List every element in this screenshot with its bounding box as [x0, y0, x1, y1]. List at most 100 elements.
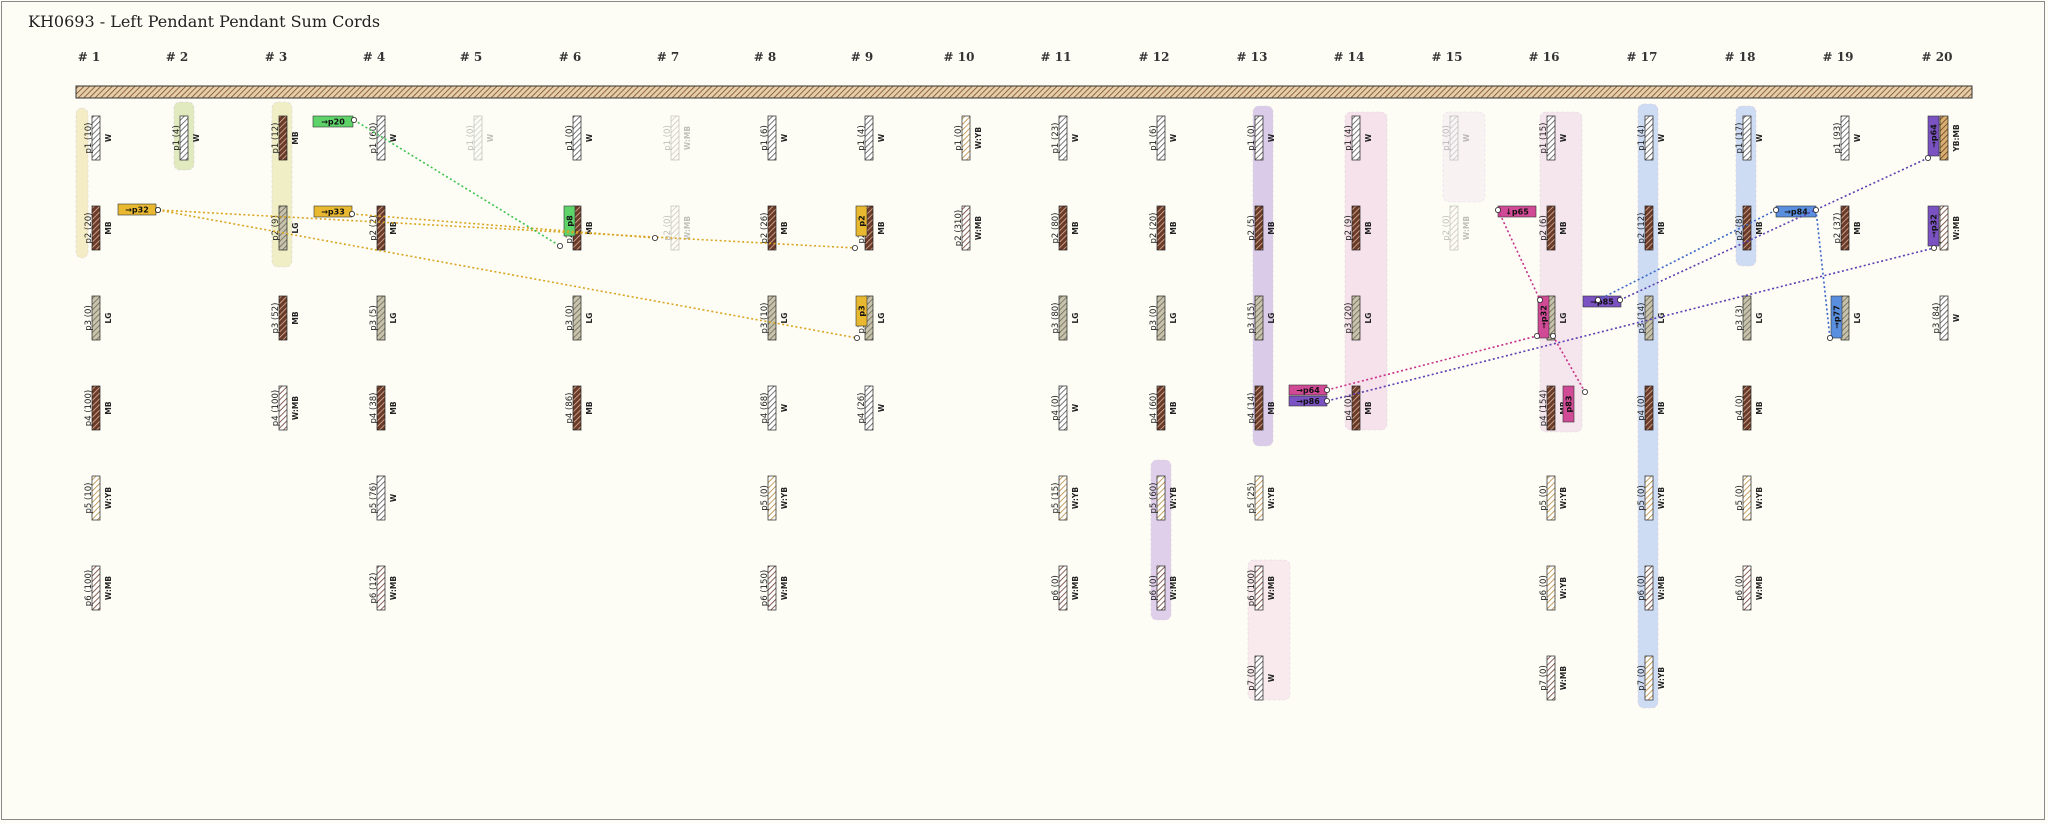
pendant-label: p3 (14) — [1637, 303, 1647, 334]
pendant-label: p2 (5) — [1247, 215, 1257, 241]
cord-header: # 4 — [363, 50, 386, 64]
pendant-strand — [670, 115, 680, 161]
pendant-cord: p1 (0) W — [1442, 115, 1471, 161]
sum-tag-label: p2 — [858, 215, 867, 226]
pendant-strand — [91, 205, 101, 251]
sum-tag-label: p83 — [1565, 396, 1574, 413]
pendant-label: p2 (20) — [84, 213, 94, 244]
sum-tag: →p32 — [1537, 295, 1550, 339]
sum-tag: →p64 — [1927, 115, 1940, 157]
pendant-strand — [1254, 205, 1264, 251]
pendant-color-label: W — [1952, 313, 1961, 322]
pendant-color-label: MB — [1364, 401, 1373, 414]
pendant-strand — [473, 115, 483, 161]
cord-header: # 18 — [1725, 50, 1756, 64]
pendant-cord: p5 (0) W:YB — [1637, 475, 1666, 521]
pendant-cord: p3 (10) LG — [760, 295, 789, 341]
pendant-cord: p1 (93) W — [1833, 115, 1862, 161]
pendant-cord: p4 (0) MB — [1344, 385, 1373, 431]
pendant-color-label: LG — [104, 313, 113, 324]
pendant-color-label: W:MB — [291, 396, 300, 421]
pendant-color-label: W — [1462, 133, 1471, 142]
pendant-label: p3 (20) — [1344, 303, 1354, 334]
pendant-cord: p1 (12) MB — [271, 115, 300, 161]
pendant-label: p6 (0) — [1051, 575, 1061, 601]
pendant-cord: p4 (68) W — [760, 385, 789, 431]
sum-tag: p8 — [563, 205, 576, 237]
pendant-strand — [1058, 115, 1068, 161]
pendant-cord: p5 (25) W:YB — [1247, 475, 1276, 521]
sum-tag-box — [1927, 115, 1940, 157]
pendant-cord: p7 (0) W:YB — [1637, 655, 1666, 701]
pendant-color-label: LG — [1559, 313, 1568, 324]
pendant-color-label: W:YB — [780, 487, 789, 509]
pendant-label: p4 (60) — [1149, 393, 1159, 424]
pendant-color-label: LG — [780, 313, 789, 324]
pendant-strand — [91, 115, 101, 161]
pendant-strand — [1254, 115, 1264, 161]
sum-tag-label: →p32 — [1930, 214, 1939, 238]
pendant-cord: p5 (76) W — [369, 475, 398, 521]
pendant-color-label: LG — [1657, 313, 1666, 324]
pendant-label: p1 (0) — [663, 125, 673, 151]
cord-header: # 14 — [1334, 50, 1365, 64]
pendant-label: p1 (10) — [84, 123, 94, 154]
pendant-strand — [1840, 115, 1850, 161]
pendant-color-label: W:YB — [1267, 487, 1276, 509]
pendant-color-label: W — [585, 133, 594, 142]
pendant-label: p2 (0) — [1442, 215, 1452, 241]
pendant-color-label: LG — [389, 313, 398, 324]
cord-header: # 16 — [1529, 50, 1560, 64]
link-endpoint — [854, 334, 861, 341]
pendant-strand — [278, 295, 288, 341]
pendant-cord: p7 (0) W — [1247, 655, 1276, 701]
sum-tag: p2 — [855, 205, 868, 237]
pendant-label: p4 (26) — [857, 393, 867, 424]
pendant-strand — [1546, 565, 1556, 611]
pendant-strand — [376, 295, 386, 341]
pendant-cord: p1 (4) W — [857, 115, 886, 161]
cord-header: # 3 — [265, 50, 288, 64]
pendant-label: p3 (80) — [1051, 303, 1061, 334]
highlight-band — [1150, 459, 1172, 621]
pendant-cord: p6 (0) W:MB — [1149, 565, 1178, 611]
pendant-cord: p5 (10) W:YB — [84, 475, 113, 521]
link-endpoint — [350, 117, 357, 124]
pendant-label: p1 (0) — [565, 125, 575, 151]
pendant-cord: p1 (6) W — [1149, 115, 1178, 161]
pendant-cord: p4 (86) MB — [565, 385, 594, 431]
pendant-label: p2 (9) — [1344, 215, 1354, 241]
pendant-color-label: W:YB — [1559, 487, 1568, 509]
pendant-strand — [1156, 205, 1166, 251]
pendant-color-label: LG — [1755, 313, 1764, 324]
sum-tag: →p32 — [117, 203, 157, 216]
pendant-strand — [1156, 385, 1166, 431]
cord-header: # 19 — [1823, 50, 1854, 64]
pendant-cord: p3 (3) LG — [1735, 295, 1764, 341]
pendant-color-label: YB:MB — [1952, 124, 1961, 153]
pendant-color-label: W — [1071, 133, 1080, 142]
sum-tag-label: →p32 — [125, 206, 149, 215]
pendant-label: p2 (310) — [954, 210, 964, 246]
pendant-label: p3 (52) — [271, 303, 281, 334]
pendant-strand — [670, 205, 680, 251]
pendant-label: p4 (38) — [369, 393, 379, 424]
sum-tag-label: →p85 — [1590, 298, 1614, 307]
pendant-label: p2 (0) — [663, 215, 673, 241]
pendant-strand — [767, 295, 777, 341]
pendant-strand — [1644, 655, 1654, 701]
link-endpoint — [1773, 206, 1780, 213]
pendant-cord: p2 (9) MB — [1344, 205, 1373, 251]
pendant-color-label: MB — [780, 221, 789, 234]
pendant-strand — [572, 295, 582, 341]
pendant-label: p5 (0) — [1539, 485, 1549, 511]
pendant-cord: p6 (12) W:MB — [369, 565, 398, 611]
pendant-label: p1 (6) — [760, 125, 770, 151]
pendant-cord: p2 (0) W:MB — [1442, 205, 1471, 251]
pendant-strand — [376, 565, 386, 611]
pendant-color-label: MB — [585, 221, 594, 234]
pendant-label: p6 (100) — [84, 570, 94, 606]
sum-link — [157, 209, 858, 339]
pendant-cord: p4 (38) MB — [369, 385, 398, 431]
